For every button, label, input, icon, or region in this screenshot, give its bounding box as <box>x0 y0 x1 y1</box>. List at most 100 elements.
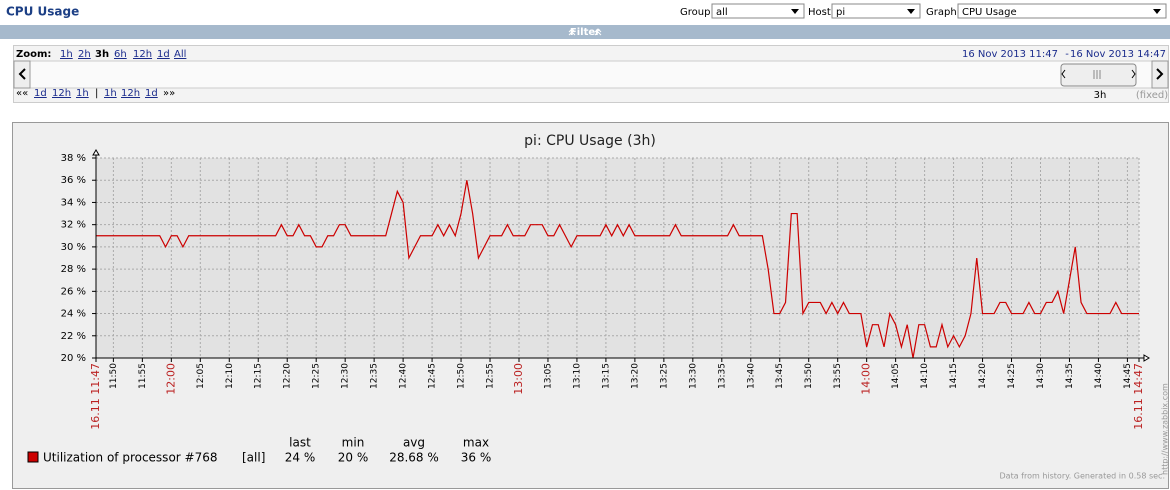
zoom-link: 3h <box>95 49 109 60</box>
group-value[interactable]: all <box>716 7 728 18</box>
legend-header: max <box>463 436 489 450</box>
dropdown-arrow <box>1153 9 1161 14</box>
x-tick-label: 12:05 <box>196 363 206 389</box>
x-tick-label: 13:15 <box>601 363 611 389</box>
group-select[interactable] <box>711 3 805 19</box>
nav-link[interactable]: 12h <box>121 88 140 99</box>
group-label: Group <box>680 7 710 18</box>
scrollbar[interactable] <box>13 60 1169 89</box>
nav-link[interactable]: «« <box>16 88 28 99</box>
x-tick-label: 13:20 <box>630 363 640 389</box>
scroll-right[interactable] <box>1151 60 1169 89</box>
scroll-left[interactable] <box>13 60 31 89</box>
y-tick-label: 22 % <box>61 331 86 342</box>
footer: Data from history. Generated in 0.58 sec… <box>1000 472 1165 481</box>
page-title: CPU Usage <box>6 5 79 19</box>
legend-header: avg <box>403 436 425 450</box>
y-tick-label: 38 % <box>61 153 86 164</box>
legend-header: min <box>342 436 365 450</box>
graph-select[interactable] <box>957 3 1167 19</box>
dropdown-arrow <box>791 9 799 14</box>
x-tick-label: 13:35 <box>717 363 727 389</box>
zoom-link[interactable]: 1h <box>60 49 73 60</box>
zoom-link[interactable]: 2h <box>78 49 91 60</box>
x-tick-label: 12:55 <box>486 363 496 389</box>
dropdown-arrow <box>907 9 915 14</box>
nav-link[interactable]: 12h <box>52 88 71 99</box>
zoom-link[interactable]: 1d <box>157 49 170 60</box>
slider-grip <box>1093 70 1101 79</box>
date-from: 16 Nov 2013 11:47 <box>962 49 1058 60</box>
legend-name: Utilization of processor #768 <box>43 451 218 465</box>
y-tick-label: 36 % <box>61 175 86 186</box>
axes <box>95 152 1147 359</box>
x-tick-label: 14:05 <box>891 363 901 389</box>
x-tick-label: 12:45 <box>428 363 438 389</box>
x-tick-label: 12:35 <box>370 363 380 389</box>
x-tick-label: 11:50 <box>109 363 119 389</box>
x-tick-label: 12:25 <box>312 363 322 389</box>
graph-label: Graph <box>926 7 957 18</box>
watermark: http://www.zabbix.com <box>1161 383 1170 475</box>
x-tick-label: 13:05 <box>543 363 553 389</box>
nav-link[interactable]: 1d <box>34 88 47 99</box>
legend-value: 20 % <box>338 451 369 465</box>
x-tick-label: 12:50 <box>457 363 467 389</box>
y-tick-label: 34 % <box>61 197 86 208</box>
nav-link[interactable]: 1d <box>145 88 158 99</box>
zoom-link[interactable]: All <box>174 49 186 60</box>
y-tick-label: 24 % <box>61 309 86 320</box>
x-tick-label: 14:35 <box>1065 363 1075 389</box>
zoom-link[interactable]: 6h <box>114 49 127 60</box>
nav-link[interactable]: 1h <box>76 88 89 99</box>
x-tick-label: 13:55 <box>833 363 843 389</box>
y-tick-label: 30 % <box>61 242 86 253</box>
x-tick-label: 14:10 <box>920 363 930 389</box>
axis-arrows <box>92 149 1150 362</box>
x-tick-label: 12:20 <box>283 363 293 389</box>
y-tick-label: 28 % <box>61 264 86 275</box>
x-tick-label: 13:30 <box>688 363 698 389</box>
plot-area <box>96 158 1139 358</box>
x-tick-label: 14:00 <box>860 363 873 395</box>
x-tick-label: 12:00 <box>164 363 177 395</box>
x-tick-label: 12:30 <box>341 363 351 389</box>
legend-swatch <box>27 451 39 463</box>
date-separator: - <box>1065 49 1069 60</box>
x-tick-label: 13:45 <box>775 363 785 389</box>
legend-value: 36 % <box>461 451 492 465</box>
series-line <box>96 180 1139 359</box>
host-label: Host <box>808 7 831 18</box>
legend-value: 28.68 % <box>389 451 439 465</box>
zoom-label: Zoom: <box>16 49 51 60</box>
x-tick-label: 14:25 <box>1007 363 1017 389</box>
x-tick-label: 13:25 <box>659 363 669 389</box>
slider-handles <box>1061 69 1136 79</box>
filter-bar[interactable] <box>0 25 1170 39</box>
graph-value[interactable]: CPU Usage <box>962 7 1017 18</box>
legend-function: [all] <box>242 451 265 465</box>
x-tick-label: 14:15 <box>949 363 959 389</box>
filter-chevrons <box>568 28 602 36</box>
x-tick-label: 12:15 <box>254 363 264 389</box>
legend-header: last <box>289 436 311 450</box>
y-tick-label: 20 % <box>61 353 86 364</box>
x-tick-label: 14:20 <box>978 363 988 389</box>
x-tick-label: 12:40 <box>399 363 409 389</box>
date-to: 16 Nov 2013 14:47 <box>1070 49 1166 60</box>
x-tick-label: 14:30 <box>1036 363 1046 389</box>
nav-link[interactable]: 1h <box>104 88 117 99</box>
fixed-toggle[interactable]: (fixed) <box>1136 90 1168 101</box>
host-value[interactable]: pi <box>836 7 845 18</box>
host-select[interactable] <box>831 3 921 19</box>
zoom-link[interactable]: 12h <box>133 49 152 60</box>
filter-label[interactable]: Filter <box>570 27 600 38</box>
scroll-slider[interactable] <box>1060 63 1137 87</box>
x-tick-label: 13:10 <box>572 363 582 389</box>
x-tick-label: 14:45 <box>1123 363 1133 389</box>
x-tick-label: 13:00 <box>512 363 525 395</box>
y-tick-label: 32 % <box>61 220 86 231</box>
x-tick-label: 12:10 <box>225 363 235 389</box>
nav-link[interactable]: »» <box>163 88 175 99</box>
